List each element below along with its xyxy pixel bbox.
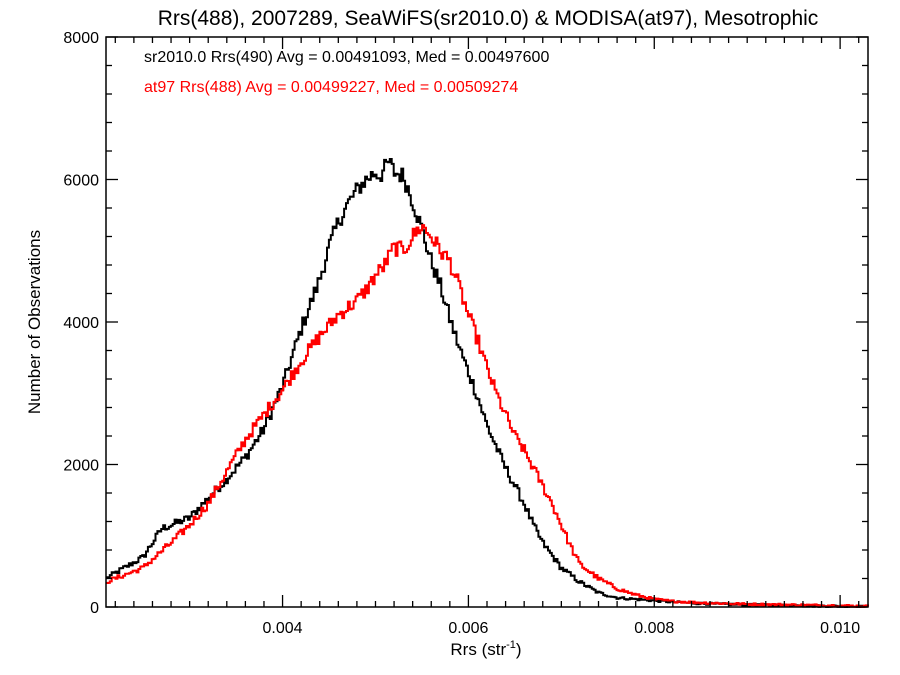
x-axis-label-main: Rrs (str [450, 640, 506, 659]
y-tick-label: 0 [90, 600, 99, 617]
x-tick-label: 0.008 [634, 620, 674, 637]
x-axis-label: Rrs (str-1) [450, 639, 521, 659]
annotation-sr2010: sr2010.0 Rrs(490) Avg = 0.00491093, Med … [144, 49, 549, 66]
histogram-series-0 [106, 158, 869, 608]
x-tick-label: 0.006 [448, 620, 488, 637]
y-tick-label: 2000 [63, 458, 99, 475]
x-axis-label-close: ) [516, 640, 522, 659]
x-axis-label-sup: -1 [506, 639, 516, 651]
y-axis-label: Number of Observations [25, 230, 44, 414]
y-tick-label: 8000 [63, 30, 99, 47]
series-layer [106, 158, 869, 608]
chart-title: Rrs(488), 2007289, SeaWiFS(sr2010.0) & M… [158, 7, 819, 30]
x-tick-label: 0.004 [263, 620, 303, 637]
plot-frame [105, 36, 869, 608]
x-tick-label: 0.010 [820, 620, 860, 637]
tick-layer: 0.004 0.006 0.008 0.010 0 2000 4000 6000 8000 [63, 30, 868, 637]
y-tick-label: 4000 [63, 315, 99, 332]
y-tick-label: 6000 [63, 173, 99, 190]
annotation-at97: at97 Rrs(488) Avg = 0.00499227, Med = 0.… [144, 79, 518, 96]
histogram-series-1 [106, 224, 869, 608]
